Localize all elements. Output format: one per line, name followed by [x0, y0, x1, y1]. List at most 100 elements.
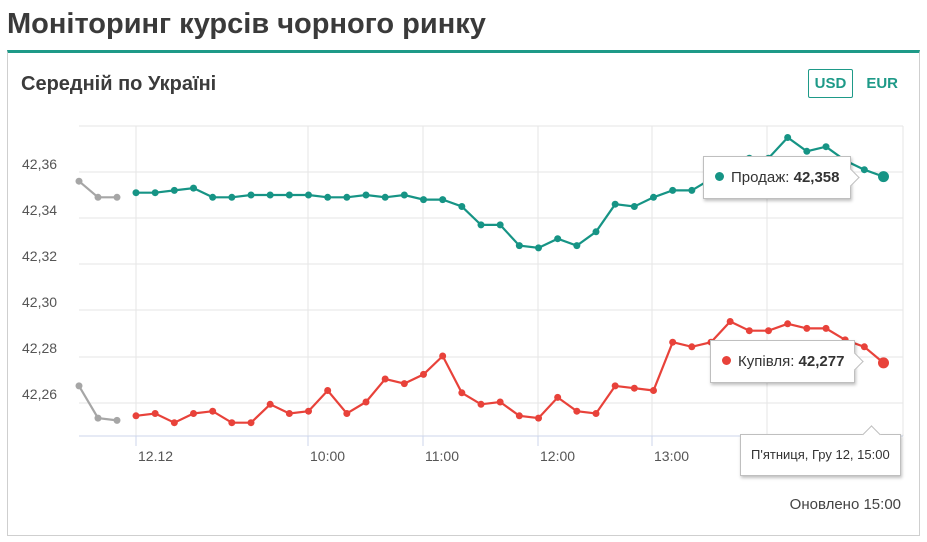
- updated-time: Оновлено 15:00: [789, 496, 901, 513]
- buy-series-point: [285, 410, 293, 417]
- buy-series-point: [266, 400, 274, 408]
- sell-series-point: [420, 196, 427, 204]
- buy-series-point: [439, 352, 447, 360]
- buy-series-point: [305, 407, 312, 415]
- sell-series-point: [324, 193, 332, 201]
- sell-series-point: [535, 244, 542, 252]
- buy-series-point: [170, 419, 178, 427]
- sell-series-point: [878, 171, 889, 183]
- sell-series-point: [688, 186, 696, 194]
- buy-series-point: [611, 382, 619, 390]
- x-tick-label: 13:00: [654, 448, 689, 464]
- x-tick-label: 12:00: [540, 448, 575, 464]
- buy-series-point: [650, 387, 657, 394]
- buy-series-point: [190, 410, 197, 417]
- buy-series-point: [324, 387, 332, 394]
- sell-series-point: [803, 147, 811, 155]
- sell-series-point: [477, 221, 485, 229]
- sell-series-point: [190, 184, 197, 192]
- buy-series-point: [151, 410, 159, 417]
- sell-series-point: [362, 191, 370, 199]
- buy-series-point: [784, 320, 792, 328]
- x-tick-label: 10:00: [310, 448, 345, 464]
- y-tick-label: 42,34: [22, 202, 57, 218]
- tooltip-date-text: П'ятниця, Гру 12, 15:00: [751, 447, 890, 462]
- x-tick-label: 12.12: [138, 448, 173, 464]
- sell-series-point: [247, 191, 255, 199]
- buy-series-point: [362, 398, 370, 406]
- buy-series-point: [860, 343, 868, 351]
- buy-series-point: [592, 410, 600, 417]
- sell-series-point: [822, 143, 830, 151]
- sell-prev-series-point: [75, 177, 83, 185]
- y-tick-label: 42,26: [22, 386, 57, 402]
- buy-series-point: [573, 407, 581, 415]
- buy-series-point: [878, 357, 889, 369]
- sell-series-point: [650, 193, 657, 201]
- sell-series-point: [305, 191, 312, 199]
- sell-series-point: [784, 134, 792, 141]
- sell-series-point: [266, 191, 274, 199]
- sell-series-point: [381, 193, 389, 201]
- currency-switch: USD EUR: [807, 69, 905, 98]
- tooltip-buy: Купівля: 42,277: [710, 340, 865, 383]
- buy-series-point: [765, 327, 772, 335]
- buy-series-point: [381, 375, 389, 383]
- y-tick-label: 42,28: [22, 340, 57, 356]
- buy-series-point: [228, 419, 236, 427]
- sell-series-point: [630, 203, 638, 210]
- buy-series-point: [688, 343, 696, 351]
- buy-series-point: [477, 400, 485, 408]
- buy-series-point: [554, 393, 562, 401]
- sell-series-point: [860, 166, 868, 174]
- buy-series-line: [135, 320, 885, 424]
- buy-series-point: [420, 370, 427, 378]
- tooltip-date: П'ятниця, Гру 12, 15:00: [740, 425, 901, 476]
- y-tick-label: 42,36: [22, 156, 57, 172]
- buy-prev-series-point: [75, 382, 83, 390]
- tooltip-sell: Продаж: 42,358: [703, 156, 860, 199]
- buy-series-point: [132, 412, 140, 420]
- buy-series-point: [669, 338, 677, 346]
- y-tick-label: 42,30: [22, 294, 57, 310]
- buy-series-point: [247, 419, 255, 427]
- chart-panel: Середній по Україні USD EUR Оновлено 15:…: [7, 50, 920, 536]
- currency-usd-button[interactable]: USD: [807, 69, 854, 98]
- sell-series-point: [515, 242, 523, 250]
- sell-series-point: [554, 235, 562, 243]
- sell-prev-series-point: [113, 193, 121, 201]
- sell-prev-series-point: [94, 193, 102, 201]
- buy-series-point: [209, 407, 217, 415]
- sell-series-point: [592, 228, 600, 236]
- sell-series-point: [170, 186, 178, 194]
- buy-prev-series-point: [113, 416, 121, 424]
- sell-series-point: [285, 191, 293, 199]
- buy-series-point: [803, 324, 811, 332]
- sell-series-point: [228, 193, 236, 201]
- buy-series-point: [343, 410, 351, 417]
- sell-dot-icon: [715, 172, 724, 181]
- currency-eur-button[interactable]: EUR: [866, 75, 898, 92]
- buy-series-point: [726, 318, 734, 325]
- buy-series-point: [515, 412, 523, 420]
- sell-series-point: [343, 193, 351, 201]
- sell-series-point: [669, 186, 677, 194]
- buy-series-point: [630, 384, 638, 392]
- y-tick-label: 42,32: [22, 248, 57, 264]
- buy-series-point: [535, 414, 542, 422]
- tooltip-sell-label: Продаж:: [731, 169, 790, 186]
- sell-series-point: [439, 196, 447, 204]
- tooltip-buy-value: 42,277: [798, 353, 845, 370]
- buy-series-point: [496, 398, 504, 406]
- sell-series-point: [496, 221, 504, 229]
- buy-series-point: [458, 389, 466, 397]
- sell-series-point: [151, 189, 159, 197]
- buy-series-point: [400, 380, 408, 388]
- buy-series-point: [745, 327, 753, 335]
- tooltip-sell-value: 42,358: [793, 169, 840, 186]
- sell-series-point: [458, 203, 466, 210]
- sell-series-point: [611, 200, 619, 208]
- buy-series-point: [822, 324, 830, 332]
- buy-dot-icon: [722, 356, 731, 365]
